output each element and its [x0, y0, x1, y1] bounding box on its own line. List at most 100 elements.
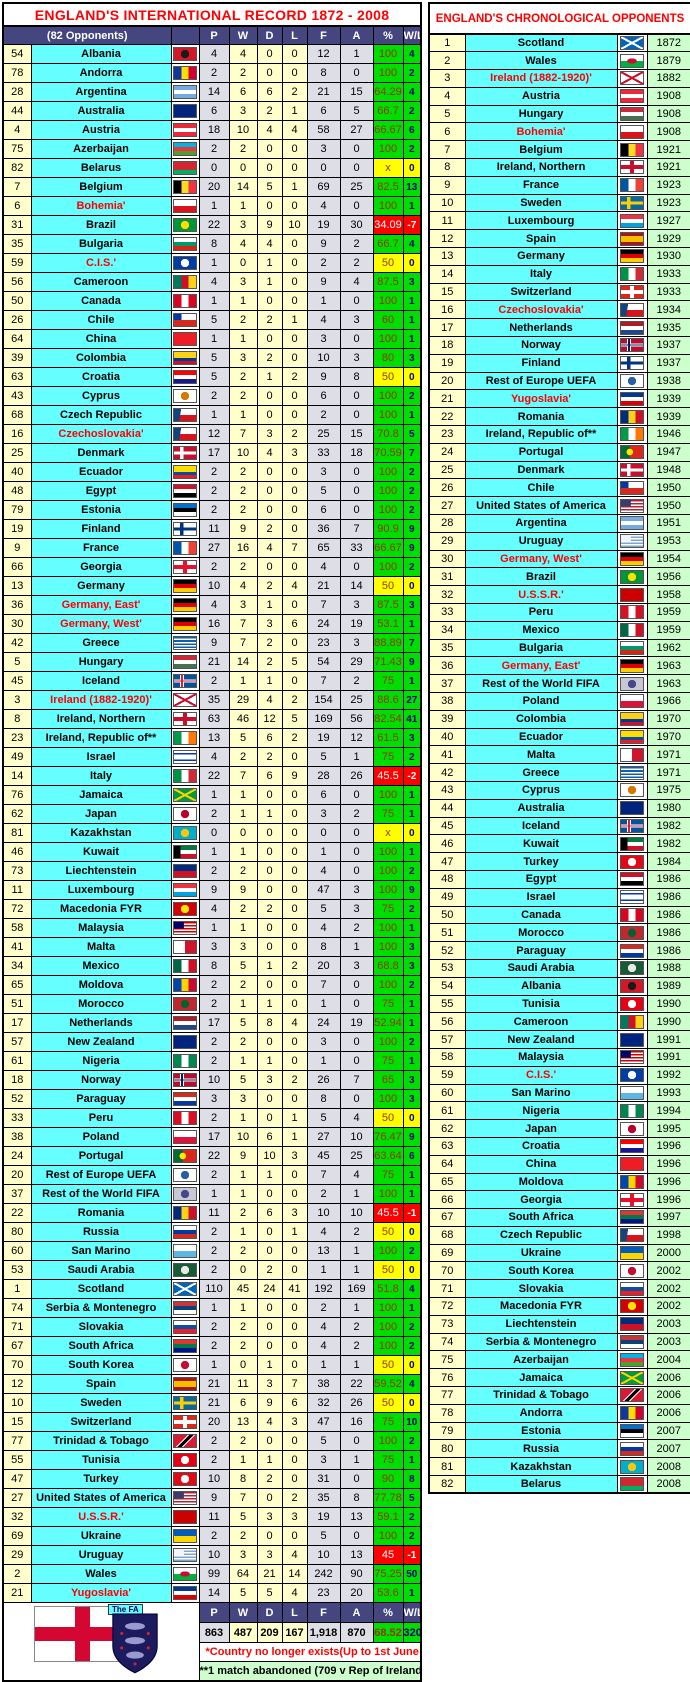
opponent-name: Germany, West' [464, 549, 618, 569]
played: 11 [198, 519, 230, 539]
opponent-rank: 71 [2, 1317, 32, 1337]
chrono-row: 30 Germany, West' 1954 [428, 549, 690, 569]
played: 1 [198, 253, 230, 273]
won: 2 [228, 500, 258, 520]
opponent-order: 82 [428, 1475, 466, 1494]
won: 1 [228, 1298, 258, 1318]
win-percentage: 87.5 [372, 595, 404, 615]
win-loss-diff: 1 [402, 1165, 422, 1185]
chrono-row: 46 Kuwait 1982 [428, 834, 690, 854]
goals-for: 2 [306, 1298, 341, 1318]
win-loss-diff: 1 [402, 918, 422, 938]
opponent-rank: 1 [2, 1279, 32, 1299]
played: 22 [198, 215, 230, 235]
flag-icon [616, 1421, 648, 1441]
played: 4 [198, 272, 230, 292]
flag-icon [616, 247, 648, 266]
opponent-name: Israel [30, 747, 172, 767]
flag-icon [170, 956, 200, 976]
played: 13 [198, 728, 230, 748]
opponent-name: Brazil [30, 215, 172, 235]
goals-against: 3 [339, 633, 374, 653]
win-loss-diff: 0 [402, 1393, 422, 1413]
win-loss-diff: 1 [402, 329, 422, 349]
played: 2 [198, 63, 230, 83]
goals-against: 25 [339, 1146, 374, 1166]
lost: 1 [281, 177, 308, 197]
flag-icon [616, 229, 648, 249]
win-loss-diff: 1 [402, 310, 422, 330]
chrono-row: 63 Croatia 1996 [428, 1136, 690, 1156]
chrono-row: 32 U.S.S.R.' 1958 [428, 585, 690, 604]
won: 10 [228, 120, 258, 140]
goals-for: 23 [306, 633, 341, 653]
opponent-rank: 13 [2, 576, 32, 596]
record-row: 45 Iceland 2 1 1 0 7 2 75 1 [2, 671, 422, 691]
win-percentage: 82.5 [372, 177, 404, 197]
goals-for: 21 [306, 82, 341, 102]
chrono-row: 16 Czechoslovakia' 1934 [428, 300, 690, 320]
played: 35 [198, 690, 230, 710]
drawn: 0 [256, 63, 283, 83]
record-row: 1 Scotland 110 45 24 41 192 169 51.8 4 [2, 1279, 422, 1299]
opponent-name: Rest of the World FIFA [30, 1184, 172, 1204]
first-match-year: 1872 [646, 33, 690, 53]
record-row: 52 Paraguay 3 3 0 0 8 0 100 3 [2, 1089, 422, 1109]
record-row: 39 Colombia 5 3 2 0 10 3 80 3 [2, 348, 422, 368]
opponent-rank: 20 [2, 1165, 32, 1185]
opponent-order: 23 [428, 425, 466, 444]
opponent-name: Germany [30, 576, 172, 596]
flag-icon [170, 709, 200, 729]
won: 29 [228, 690, 258, 710]
first-match-year: 1989 [646, 976, 690, 996]
lost: 9 [281, 766, 308, 786]
opponent-rank: 9 [2, 538, 32, 558]
win-percentage: 45.5 [372, 1203, 404, 1223]
played: 2 [198, 1431, 230, 1451]
lost: 0 [281, 44, 308, 64]
lost: 0 [281, 1526, 308, 1546]
flag-icon [170, 1032, 200, 1052]
goals-for: 58 [306, 120, 341, 140]
drawn: 2 [256, 1469, 283, 1489]
first-match-year: 1933 [646, 282, 690, 302]
stat-column-header: F [306, 25, 341, 45]
won: 10 [228, 1127, 258, 1147]
flag-icon [616, 175, 648, 195]
drawn: 0 [256, 785, 283, 805]
win-percentage: 50 [372, 1222, 404, 1242]
opponent-name: Czech Republic [30, 405, 172, 425]
flag-icon [170, 633, 200, 653]
flag-icon [616, 603, 648, 622]
won: 1 [228, 1184, 258, 1204]
flag-icon [616, 264, 648, 284]
opponent-name: Uruguay [30, 1545, 172, 1565]
goals-against: 13 [339, 1507, 374, 1527]
opponent-order: 19 [428, 353, 466, 373]
played: 22 [198, 766, 230, 786]
lost: 0 [281, 994, 308, 1014]
win-percentage: 75 [372, 671, 404, 691]
win-percentage: x [372, 158, 404, 178]
win-loss-diff: 8 [402, 1469, 422, 1489]
opponent-order: 10 [428, 193, 466, 213]
chrono-row: 64 China 1996 [428, 1154, 690, 1174]
opponent-order: 45 [428, 816, 466, 836]
record-row: 36 Germany, East' 4 3 1 0 7 3 87.5 3 [2, 595, 422, 615]
goals-for: 47 [306, 880, 341, 900]
drawn: 1 [256, 367, 283, 387]
flag-icon [170, 386, 200, 406]
played: 2 [198, 804, 230, 824]
first-match-year: 1986 [646, 941, 690, 960]
opponent-rank: 35 [2, 234, 32, 254]
opponent-name: South Africa [30, 1336, 172, 1356]
goals-for: 1 [306, 1260, 341, 1280]
flag-icon [170, 652, 200, 672]
goals-for: 2 [306, 253, 341, 273]
goals-for: 19 [306, 728, 341, 748]
lost: 0 [281, 823, 308, 843]
opponent-rank: 8 [2, 709, 32, 729]
chrono-row: 71 Slovakia 2002 [428, 1279, 690, 1299]
played: 10 [198, 1545, 230, 1565]
win-percentage: 61.5 [372, 728, 404, 748]
